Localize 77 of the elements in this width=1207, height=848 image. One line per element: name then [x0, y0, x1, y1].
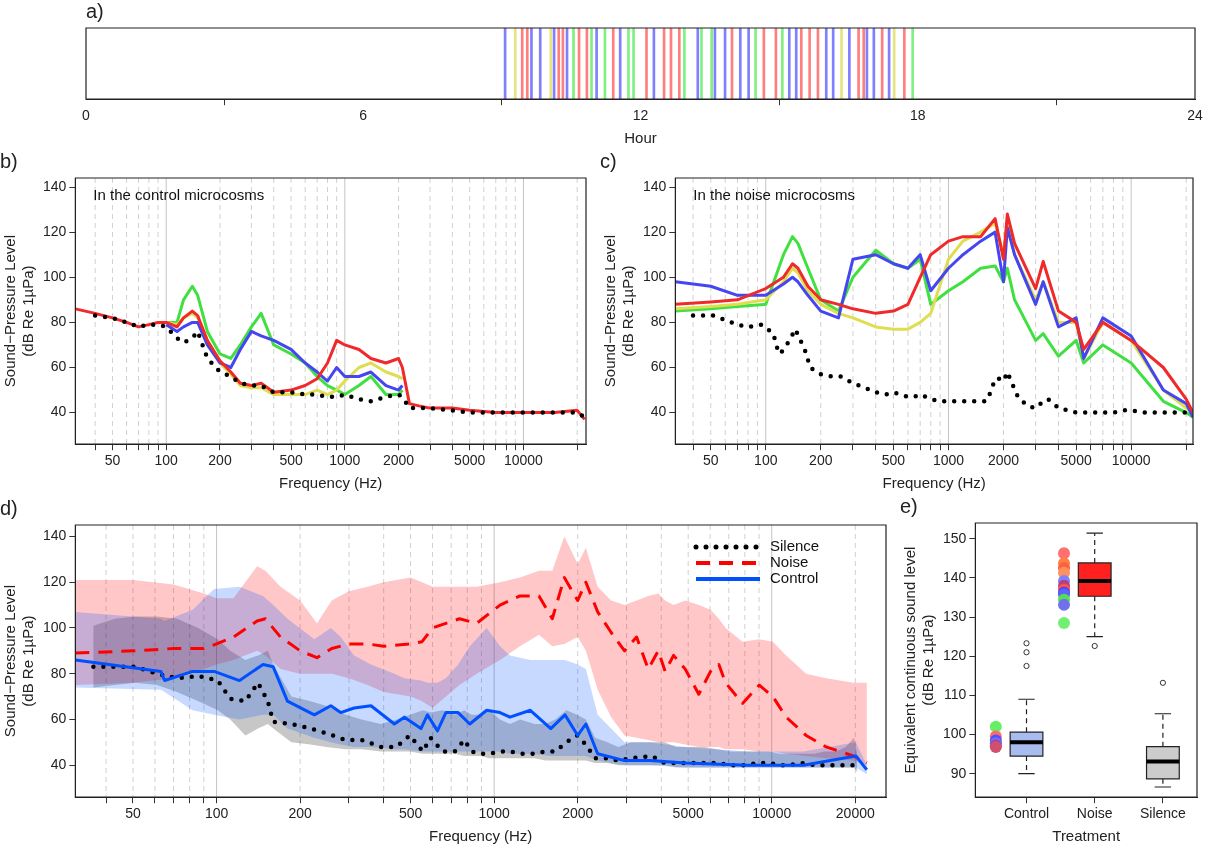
x-tick-label: Noise	[1076, 805, 1113, 822]
y-tick-label: 140	[643, 177, 667, 194]
x-tick-label: 100	[204, 805, 229, 822]
y-axis-title: Sound−Pressure Level (dB Re 1µPa)	[1, 235, 37, 388]
x-tick-label: 12	[632, 107, 649, 124]
x-tick-label: 0	[82, 107, 91, 124]
y-tick-label: 40	[50, 756, 67, 773]
x-axis-title: Frequency (Hz)	[279, 474, 383, 492]
x-tick-label: 6	[359, 107, 368, 124]
y-tick-label: 60	[50, 358, 67, 375]
x-tick-label: 500	[279, 452, 303, 469]
x-tick-label: 10000	[1111, 452, 1151, 469]
x-tick-label: 50	[125, 805, 141, 822]
legend-label: Control	[770, 569, 819, 587]
x-tick-label: 2000	[562, 805, 594, 822]
x-tick-label: 1000	[932, 452, 965, 469]
chart-title: d)	[0, 496, 18, 519]
y-tick-label: 110	[944, 686, 967, 703]
y-tick-label: 40	[650, 403, 667, 420]
x-tick-label: 50	[702, 452, 719, 469]
y-tick-label: 40	[50, 403, 67, 420]
y-tick-label: 140	[43, 177, 67, 194]
x-axis-title: Frequency (Hz)	[429, 827, 533, 845]
x-tick-label: 10000	[752, 805, 792, 822]
y-tick-label: 80	[50, 664, 67, 681]
y-tick-label: 150	[943, 529, 967, 546]
x-tick-label: 1000	[478, 805, 510, 822]
y-tick-label: 130	[943, 607, 967, 624]
x-tick-label: 500	[398, 805, 423, 822]
x-tick-label: 20000	[835, 805, 875, 822]
x-tick-label: 2000	[987, 452, 1020, 469]
y-tick-label: 100	[943, 725, 967, 742]
y-axis-title: Sound−Pressure Level (dB Re 1µPa)	[1, 585, 37, 738]
y-tick-label: 100	[643, 268, 667, 285]
x-tick-label: 200	[288, 805, 313, 822]
y-tick-label: 120	[43, 223, 67, 239]
x-axis-title: Frequency (Hz)	[882, 474, 986, 492]
annotation: In the noise microcosms	[693, 185, 856, 203]
y-axis-title: Equivalent continuous sound level (dB Re 1µPa)	[901, 546, 937, 774]
y-tick-label: 60	[50, 710, 67, 727]
x-tick-label: 24	[1187, 107, 1203, 124]
x-tick-label: 10000	[503, 452, 544, 469]
x-tick-label: 5000	[454, 452, 486, 469]
y-tick-label: 100	[43, 268, 67, 285]
chart-title: b)	[0, 149, 18, 172]
annotation: In the control microcosms	[93, 185, 265, 203]
x-tick-label: 18	[909, 107, 926, 124]
y-tick-label: 120	[643, 223, 667, 239]
x-tick-label: 5000	[1060, 452, 1092, 469]
y-tick-label: 90	[950, 764, 967, 781]
y-axis-title: Sound−Pressure Level (dB Re 1µPa)	[601, 235, 637, 388]
y-tick-label: 100	[43, 618, 67, 635]
x-axis-title: Hour	[624, 129, 657, 147]
y-tick-label: 120	[943, 647, 967, 664]
x-tick-label: 100	[154, 452, 179, 469]
chart-title: a)	[86, 0, 104, 22]
chart-title: c)	[600, 149, 617, 172]
y-tick-label: 140	[943, 568, 967, 585]
y-tick-label: 140	[43, 527, 67, 544]
x-tick-label: 100	[754, 452, 778, 469]
x-tick-label: 50	[104, 452, 121, 469]
y-tick-label: 80	[50, 313, 67, 330]
x-tick-label: 5000	[672, 805, 704, 822]
legend-label: Silence	[770, 537, 820, 555]
y-tick-label: 60	[650, 358, 667, 375]
y-tick-label: 80	[650, 313, 667, 330]
x-tick-label: 2000	[383, 452, 415, 469]
x-tick-label: 1000	[329, 452, 361, 469]
y-tick-label: 120	[43, 573, 67, 590]
x-tick-label: Silence	[1139, 805, 1187, 822]
x-axis-title: Treatment	[1052, 827, 1121, 845]
x-tick-label: 200	[809, 452, 833, 469]
x-tick-label: 500	[881, 452, 906, 469]
legend-label: Noise	[770, 553, 809, 571]
chart-title: e)	[900, 494, 918, 517]
x-tick-label: Control	[1003, 805, 1050, 822]
x-tick-label: 200	[208, 452, 232, 469]
